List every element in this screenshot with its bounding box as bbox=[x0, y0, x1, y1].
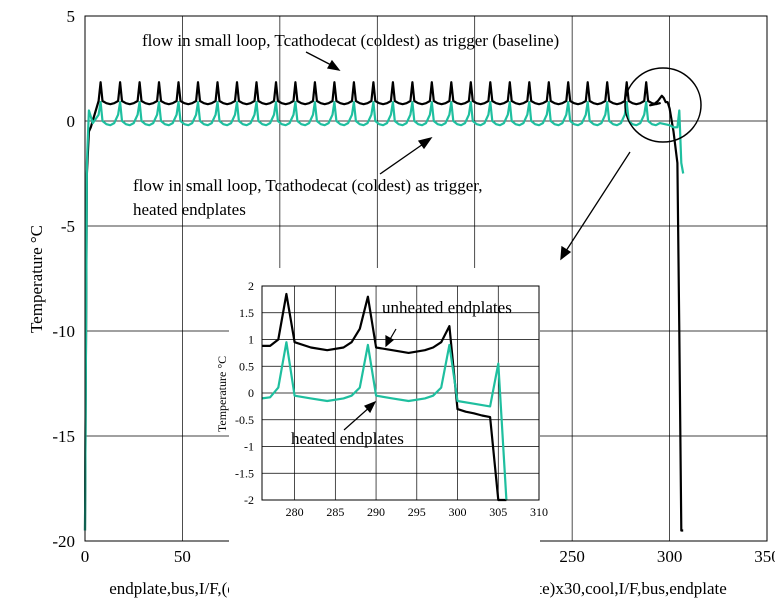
y-tick-label: 1.5 bbox=[239, 306, 254, 320]
x-tick-label: 295 bbox=[408, 505, 426, 519]
series-line-1 bbox=[261, 341, 508, 501]
inset-series-group bbox=[261, 292, 508, 502]
y-tick-label: 0.5 bbox=[239, 359, 254, 373]
x-tick-label: 300 bbox=[657, 547, 683, 566]
annotation-arrows bbox=[305, 51, 631, 261]
arrowhead-heated bbox=[417, 136, 433, 150]
y-tick-label: 0 bbox=[248, 386, 254, 400]
x-tick-label: 0 bbox=[81, 547, 90, 566]
inset-tick-labels: 280 285 290 295 300 305 310 2 1.5 1 0.5 0 -0.5 -1 -1.5… bbox=[235, 279, 548, 519]
y-tick-label: 2 bbox=[248, 279, 254, 293]
inset-arrowhead-heated bbox=[364, 400, 377, 414]
arrowhead-zoom bbox=[560, 245, 572, 261]
x-tick-label: 300 bbox=[449, 505, 467, 519]
inset-annotation-heated: heated endplates bbox=[291, 429, 404, 448]
y-tick-label: 0 bbox=[67, 112, 76, 131]
x-tick-label: 250 bbox=[559, 547, 585, 566]
inset-arrows bbox=[343, 328, 397, 431]
y-tick-label: -0.5 bbox=[235, 413, 254, 427]
annotation-heated-line2: heated endplates bbox=[133, 200, 246, 219]
y-tick-label: -20 bbox=[52, 532, 75, 551]
arrowhead-baseline bbox=[326, 59, 341, 71]
arrow-heated bbox=[379, 141, 427, 175]
series-line-1 bbox=[83, 100, 685, 531]
series-line-0 bbox=[262, 292, 507, 502]
series-line-0 bbox=[83, 81, 684, 532]
y-axis-label: Temperature °C bbox=[27, 225, 46, 333]
inset-arrow-heated bbox=[343, 405, 372, 431]
y-tick-label: -15 bbox=[52, 427, 75, 446]
inset-arrowhead-unheated bbox=[385, 334, 395, 348]
annotation-heated-line1: flow in small loop, Tcathodecat (coldest… bbox=[133, 176, 483, 195]
y-tick-label: -1.5 bbox=[235, 466, 254, 480]
y-tick-label: 1 bbox=[248, 333, 254, 347]
y-tick-label: -10 bbox=[52, 322, 75, 341]
inset-annotation-unheated: unheated endplates bbox=[382, 298, 512, 317]
x-tick-label: 350 bbox=[754, 547, 775, 566]
inset-plot-frame bbox=[261, 285, 540, 501]
y-tick-label: -1 bbox=[244, 440, 254, 454]
zoom-circle bbox=[624, 67, 702, 143]
y-tick-label: 5 bbox=[67, 7, 76, 26]
x-tick-label: 305 bbox=[489, 505, 507, 519]
y-tick-label: -2 bbox=[244, 493, 254, 507]
y-tick-label: -5 bbox=[61, 217, 75, 236]
x-tick-label: 50 bbox=[174, 547, 191, 566]
arrow-zoom bbox=[563, 151, 631, 255]
x-tick-label: 290 bbox=[367, 505, 385, 519]
inset-y-axis-label: Temperature °C bbox=[215, 356, 229, 432]
x-tick-label: 310 bbox=[530, 505, 548, 519]
x-tick-label: 280 bbox=[286, 505, 304, 519]
annotation-baseline: flow in small loop, Tcathodecat (coldest… bbox=[142, 31, 559, 50]
x-tick-label: 285 bbox=[326, 505, 344, 519]
main-series-group bbox=[83, 81, 685, 532]
